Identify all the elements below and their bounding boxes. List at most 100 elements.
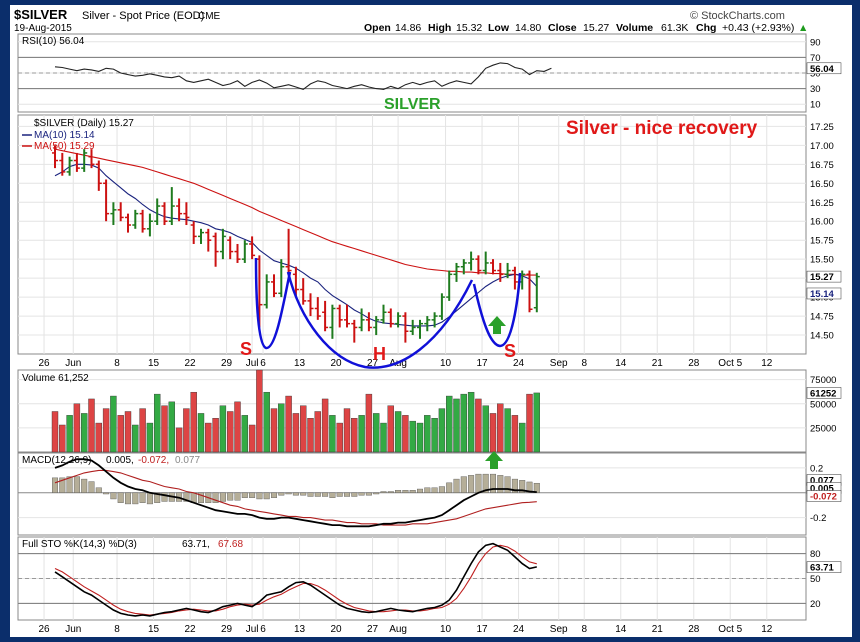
volume-bar-14: [153, 393, 161, 453]
ohlc-bar-27: [249, 236, 256, 260]
rsi-ytick-3: 30: [810, 84, 821, 95]
macd-histogram-bar-64: [519, 480, 526, 493]
ohlc-bar-3: [73, 152, 80, 172]
ohlc-bar-12: [139, 209, 146, 233]
volume-bar-57: [467, 391, 475, 453]
sto-x-axis-label-4: 22: [184, 624, 196, 635]
volume-bar-31: [278, 403, 285, 453]
macd-histogram-bar-39: [336, 492, 343, 497]
ohlc-bar-59: [482, 251, 489, 275]
volume-bar-1: [59, 424, 66, 453]
high-label: High: [428, 22, 451, 34]
volume-bar-28: [256, 369, 263, 453]
ohlc-bar-43: [365, 312, 372, 332]
ohlc-bar-66: [533, 272, 540, 313]
ohlc-summary: Open 14.86 High 15.32 Low 14.80 Close 15…: [364, 22, 808, 34]
rsi-line: [54, 62, 552, 91]
ohlc-bar-65: [526, 270, 533, 313]
chart-date: 19-Aug-2015: [14, 23, 72, 34]
ma10-legend: MA(10) 15.14: [34, 130, 95, 141]
left-shoulder-curve: [254, 257, 292, 350]
ohlc-bar-0: [52, 145, 58, 169]
sto-x-axis-label-21: 12: [761, 624, 773, 635]
volume-value: 61.3K: [661, 22, 688, 34]
macd-histogram-bar-24: [227, 492, 234, 501]
volume-ytick-0: 75000: [810, 375, 836, 386]
macd-histogram-bar-63: [511, 478, 518, 493]
price-x-axis-label-6: Jul: [246, 358, 259, 369]
macd-histogram-bar-26: [241, 492, 248, 498]
macd-histogram-bar-31: [278, 492, 285, 496]
ohlc-bar-21: [205, 228, 212, 252]
ohlc-bar-16: [168, 187, 175, 226]
macd-value-tag: 0.005: [810, 484, 834, 495]
volume-bar-8: [110, 395, 117, 453]
sto-legend-name: Full STO %K(14,3) %D(3): [22, 539, 137, 550]
sto-x-axis: 26 Jun 8 15 22 29 Jul 6 13 20 27 Aug 10 17 24 Sep 8 14 21 2…: [38, 624, 772, 635]
volume-panel: 75000 50000 25000 Volume 61,252 61252: [17, 369, 842, 453]
macd-histogram-bar-20: [197, 492, 204, 503]
macd-histogram-bar-30: [271, 492, 278, 498]
sto-x-axis-label-6: Jul: [246, 624, 259, 635]
ohlc-bar-24: [227, 236, 234, 260]
volume-bar-21: [205, 422, 212, 453]
macd-histogram-bar-0: [52, 477, 59, 493]
volume-bar-58: [475, 398, 482, 453]
ohlc-bar-36: [314, 297, 321, 320]
price-x-axis-label-13: 17: [476, 358, 488, 369]
price-x-axis-label-21: 12: [761, 358, 773, 369]
volume-bar-22: [212, 418, 219, 453]
price-ytick-1: 17.00: [810, 141, 834, 152]
macd-histogram-bar-2: [66, 476, 73, 493]
volume-bar-47: [394, 411, 402, 453]
macd-histogram-bar-14: [154, 492, 161, 503]
macd-histogram-bar-29: [263, 492, 270, 500]
volume-bar-30: [270, 408, 278, 453]
macd-histogram-bar-3: [73, 476, 80, 493]
macd-ytick-0: 0.2: [810, 463, 823, 474]
volume-ytick-1: 50000: [810, 399, 836, 410]
volume-bar-66: [533, 392, 540, 453]
price-ytick-11: 14.50: [810, 331, 834, 342]
macd-ytick-1: -0.2: [810, 513, 826, 524]
macd-histogram-bar-57: [468, 475, 475, 493]
ohlc-bar-11: [132, 209, 139, 229]
ohlc-bar-17: [176, 198, 183, 222]
macd-histogram-bar-28: [256, 492, 263, 500]
sto-ytick-1: 50: [810, 574, 821, 585]
macd-histogram-bar-65: [526, 481, 533, 493]
volume-bar-17: [175, 427, 183, 453]
chart-header: $SILVER Silver - Spot Price (EOD) CME © …: [14, 7, 808, 34]
price-x-axis-label-4: 22: [184, 358, 196, 369]
volume-bar-23: [219, 405, 227, 453]
ohlc-bar-45: [380, 304, 387, 324]
ohlc-bar-23: [219, 228, 226, 260]
ohlc-bar-38: [329, 304, 336, 339]
volume-bar-5: [88, 398, 95, 453]
volume-bar-33: [292, 413, 300, 453]
volume-bar-7: [102, 408, 110, 453]
sto-current-tag: 63.71: [810, 563, 834, 574]
macd-signal-tag: -0.072: [810, 492, 837, 503]
macd-histogram-bar-45: [380, 491, 387, 493]
ohlc-bar-15: [161, 202, 168, 226]
sto-current-tag-box: [806, 561, 842, 573]
sto-x-axis-label-2: 8: [114, 624, 120, 635]
volume-bar-46: [387, 405, 394, 453]
volume-bar-2: [66, 415, 73, 453]
macd-histogram-bar-55: [453, 478, 460, 493]
ohlc-bar-37: [322, 300, 329, 332]
annotations: SILVER Silver - nice recovery S H S: [240, 96, 758, 469]
price-x-axis-label-19: 28: [688, 358, 700, 369]
ohlc-bar-18: [183, 202, 190, 226]
volume-bar-54: [446, 395, 453, 453]
rsi-current-tag-box: [806, 62, 842, 75]
volume-bar-11: [132, 424, 139, 453]
price-ytick-5: 16.00: [810, 217, 834, 228]
volume-bar-25: [234, 401, 241, 453]
volume-bar-34: [300, 405, 307, 453]
volume-bar-51: [424, 415, 431, 453]
volume-bar-40: [343, 408, 351, 453]
macd-histogram-bar-62: [504, 476, 511, 493]
